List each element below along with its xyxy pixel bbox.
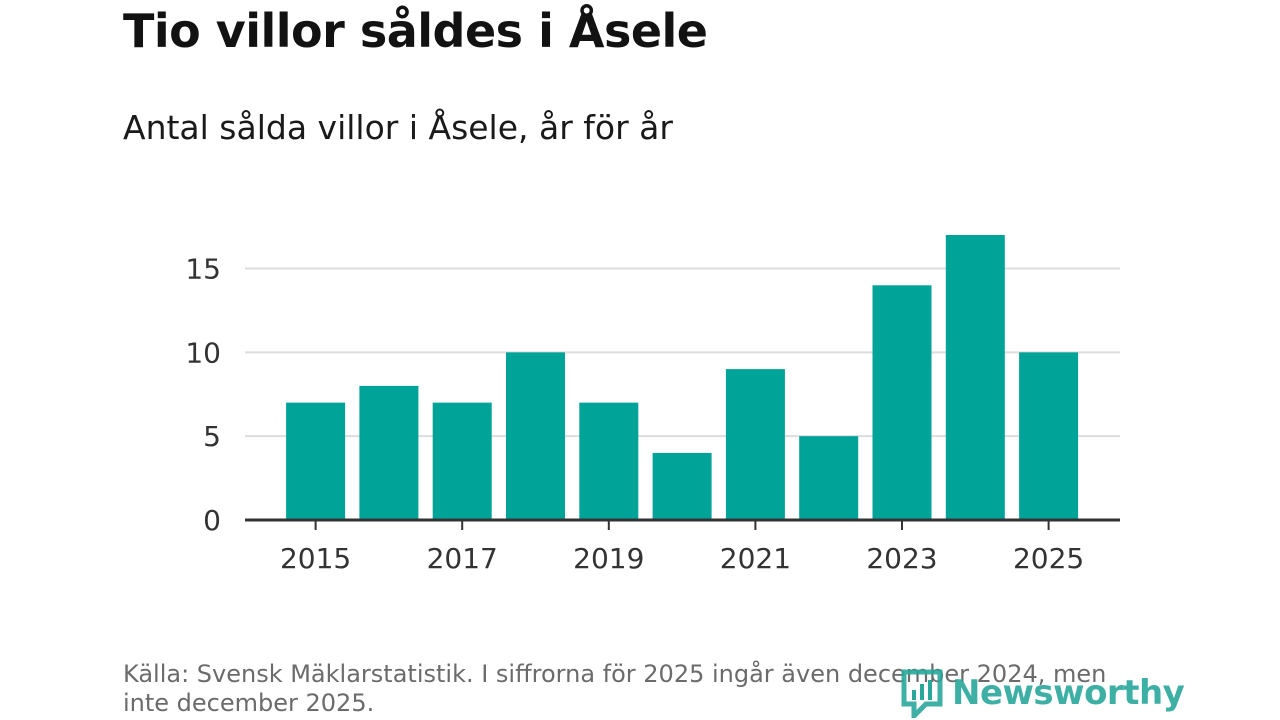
bar [506, 352, 565, 520]
bar [432, 402, 492, 520]
x-tick-label: 2021 [720, 542, 791, 575]
x-tick-label: 2023 [866, 542, 937, 575]
tick-labels: 0 5 10 15 2015 2017 2019 2021 2023 2025 [185, 253, 1084, 575]
x-tick-label: 2019 [573, 542, 644, 575]
bar [1019, 352, 1079, 520]
bar [945, 235, 1005, 520]
newsworthy-logo: Newsworthy [900, 668, 1185, 718]
bar [799, 436, 859, 520]
y-tick-label: 5 [203, 420, 221, 453]
y-tick-label: 10 [185, 336, 221, 369]
axes [245, 518, 1120, 530]
bar [579, 402, 639, 520]
bar [652, 452, 712, 520]
bar [359, 385, 419, 520]
bar [725, 369, 785, 520]
y-tick-label: 0 [203, 504, 221, 537]
bar [872, 285, 932, 520]
chart-subtitle: Antal sålda villor i Åsele, år för år [123, 108, 673, 147]
bar [286, 402, 346, 520]
newsworthy-logo-text: Newsworthy [952, 673, 1185, 713]
x-tick-label: 2025 [1013, 542, 1084, 575]
bars [286, 235, 1079, 520]
y-tick-label: 15 [185, 253, 221, 286]
x-tick-label: 2015 [280, 542, 351, 575]
x-tick-label: 2017 [427, 542, 498, 575]
newsworthy-logo-icon [901, 669, 943, 718]
chart-title: Tio villor såldes i Åsele [123, 4, 708, 58]
